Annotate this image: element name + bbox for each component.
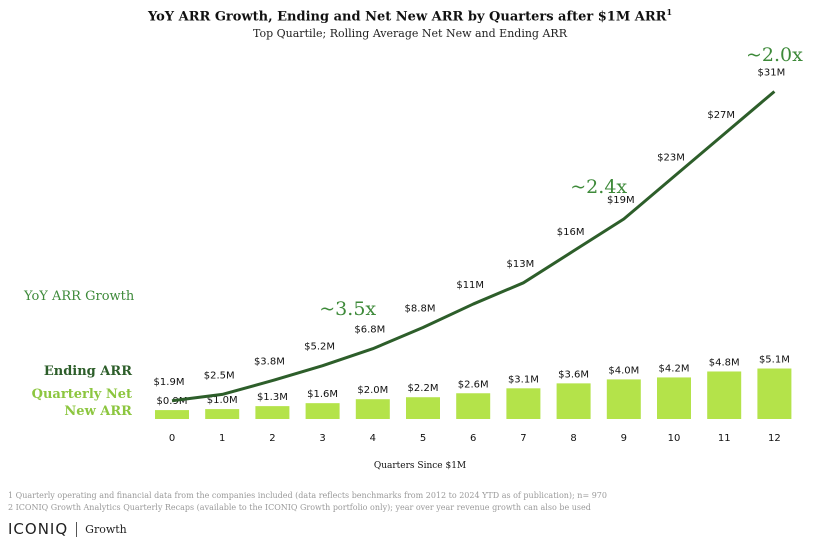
bar-net-new-q4: [355, 399, 390, 419]
yoy-growth-label: YoY ARR Growth: [24, 289, 135, 304]
bar-label-q0: $0.9M: [157, 396, 188, 407]
brand-subtitle: Growth: [85, 522, 127, 536]
line-label-q2: $3.8M: [254, 357, 285, 368]
bar-label-q5: $2.2M: [408, 383, 439, 394]
line-label-q11: $27M: [707, 110, 735, 121]
net-new-arr-label: Quarterly Net New ARR: [12, 386, 132, 420]
net-new-arr-label-line1: Quarterly Net: [31, 387, 132, 402]
bar-net-new-q11: [707, 371, 742, 419]
line-label-q10: $23M: [657, 153, 685, 164]
line-label-q6: $11M: [456, 280, 484, 291]
line-label-q9: $19M: [607, 195, 635, 206]
brand-divider: [76, 521, 78, 537]
x-tick-2: 2: [269, 433, 275, 444]
bar-net-new-q2: [255, 406, 290, 419]
bar-net-new-q5: [406, 397, 440, 419]
bar-net-new-q12: [757, 368, 792, 419]
x-tick-12: 12: [768, 433, 781, 444]
x-tick-1: 1: [219, 433, 225, 444]
bar-label-q10: $4.2M: [659, 363, 690, 374]
bar-net-new-q3: [305, 403, 340, 419]
footnote-1: 1 Quarterly operating and financial data…: [8, 491, 607, 500]
x-axis-label: Quarters Since $1M: [374, 461, 466, 471]
x-tick-7: 7: [520, 433, 526, 444]
net-new-arr-label-line2: New ARR: [64, 404, 132, 419]
bar-label-q1: $1.0M: [207, 395, 238, 406]
bar-net-new-q7: [506, 388, 541, 419]
chart-title: YoY ARR Growth, Ending and Net New ARR b…: [147, 7, 673, 25]
line-label-q0: $1.9M: [154, 377, 185, 388]
line-label-q1: $2.5M: [204, 370, 235, 381]
x-tick-11: 11: [718, 433, 731, 444]
ending-arr-label: Ending ARR: [43, 364, 132, 379]
ending-arr-line: [171, 90, 776, 403]
bar-label-q12: $5.1M: [759, 355, 790, 366]
bar-label-q4: $2.0M: [357, 385, 388, 396]
x-tick-0: 0: [169, 433, 175, 444]
bar-net-new-q0: [155, 410, 189, 419]
brand-name: ICONIQ: [8, 520, 69, 538]
bar-label-q2: $1.3M: [257, 392, 288, 403]
x-tick-6: 6: [470, 433, 476, 444]
line-label-q12: $31M: [758, 67, 786, 78]
growth-annotation-1: ~3.5x: [319, 298, 376, 320]
line-label-q7: $13M: [507, 259, 535, 270]
x-tick-5: 5: [420, 433, 426, 444]
line-label-q5: $8.8M: [405, 303, 436, 314]
x-tick-10: 10: [668, 433, 681, 444]
x-tick-4: 4: [370, 433, 376, 444]
x-tick-8: 8: [570, 433, 576, 444]
bar-label-q8: $3.6M: [558, 369, 589, 380]
bar-net-new-q6: [456, 393, 491, 419]
bar-net-new-q9: [606, 379, 641, 419]
chart-subtitle: Top Quartile; Rolling Average Net New an…: [253, 27, 567, 40]
footnote-2: 2 ICONIQ Growth Analytics Quarterly Reca…: [8, 503, 591, 512]
x-tick-3: 3: [319, 433, 325, 444]
footnotes: 1 Quarterly operating and financial data…: [8, 490, 607, 514]
bar-label-q6: $2.6M: [458, 379, 489, 390]
chart-canvas: $0.9M $1.0M $1.3M $1.6M $2.0M $2.2M $2.6M $3.1M…: [154, 44, 804, 471]
bar-label-q9: $4.0M: [608, 365, 639, 376]
growth-annotation-2: ~2.4x: [570, 176, 627, 198]
growth-annotation-3: ~2.0x: [746, 44, 803, 66]
line-label-q4: $6.8M: [354, 325, 385, 336]
brand-logo: ICONIQ Growth: [8, 520, 127, 538]
line-label-q8: $16M: [557, 227, 585, 238]
bar-label-q3: $1.6M: [307, 389, 338, 400]
bar-label-q7: $3.1M: [508, 374, 539, 385]
bar-net-new-q10: [657, 377, 691, 419]
bar-label-q11: $4.8M: [709, 357, 740, 368]
bar-net-new-q8: [556, 383, 591, 419]
bar-net-new-q1: [205, 409, 240, 419]
x-tick-9: 9: [621, 433, 627, 444]
line-label-q3: $5.2M: [304, 342, 335, 353]
